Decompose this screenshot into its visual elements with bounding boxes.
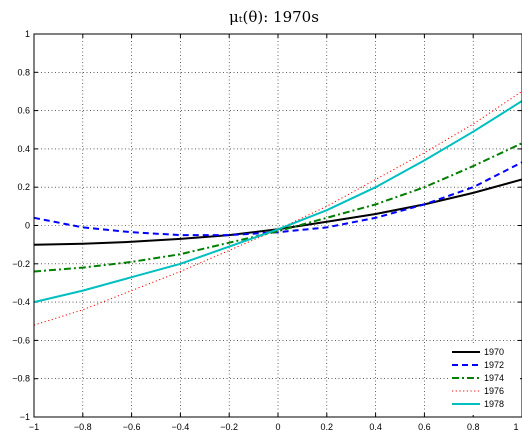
- y-tick-label: 0.8: [17, 67, 30, 77]
- x-tick-label: −0.4: [172, 422, 190, 432]
- y-tick-label: −0.4: [12, 297, 30, 307]
- x-tick-label: 0.8: [467, 422, 480, 432]
- series-line-1974: [33, 142, 522, 273]
- y-tick-label: −0.6: [12, 335, 30, 345]
- x-tick-label: 0.2: [321, 422, 334, 432]
- y-tick-label: −0.2: [12, 259, 30, 269]
- x-tick-label: 0.4: [369, 422, 382, 432]
- x-tick-label: 0.6: [418, 422, 431, 432]
- legend-label-1972: 1972: [484, 360, 504, 370]
- series-line-1978: [33, 100, 522, 304]
- y-tick-label: −1: [20, 412, 30, 422]
- x-tick-label: −1: [29, 422, 39, 432]
- legend-label-1974: 1974: [484, 373, 504, 383]
- series-line-1970: [33, 178, 522, 246]
- grid: [33, 33, 522, 418]
- y-tick-label: −0.8: [12, 374, 30, 384]
- x-tick-label: 0: [275, 422, 280, 432]
- x-tick-label: −0.8: [74, 422, 92, 432]
- legend-label-1970: 1970: [484, 347, 504, 357]
- y-tick-label: 1: [25, 29, 30, 39]
- y-tick-label: 0.2: [17, 182, 30, 192]
- x-tick-label: −0.6: [123, 422, 141, 432]
- chart-title: μₜ(θ): 1970s: [229, 8, 319, 26]
- plot-lines: [33, 90, 522, 326]
- legend-label-1978: 1978: [484, 399, 504, 409]
- plot-frame: [33, 33, 522, 418]
- tick-labels: −1 −0.8 −0.6 −0.4 −0.2 0 0.2 0.4 0.6 0.8 1 −1 −0.8 −0…: [12, 29, 518, 432]
- x-tick-label: −0.2: [220, 422, 238, 432]
- legend: 1970 1972 1974 1976 1978: [448, 344, 520, 415]
- y-tick-label: 0: [25, 221, 30, 231]
- legend-label-1976: 1976: [484, 386, 504, 396]
- y-tick-label: 0.6: [17, 106, 30, 116]
- series-line-1972: [33, 161, 522, 237]
- series-line-1976: [33, 90, 522, 326]
- y-tick-label: 0.4: [17, 144, 30, 154]
- x-tick-label: 1: [513, 422, 518, 432]
